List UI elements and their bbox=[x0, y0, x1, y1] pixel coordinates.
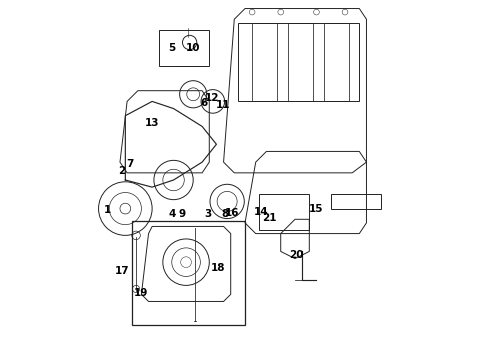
Bar bbox=[323, 23, 348, 102]
Bar bbox=[132, 221, 245, 325]
Text: 14: 14 bbox=[254, 207, 269, 217]
Text: 17: 17 bbox=[115, 266, 129, 276]
Text: 12: 12 bbox=[205, 93, 220, 103]
Text: 11: 11 bbox=[216, 100, 230, 110]
Text: 3: 3 bbox=[204, 209, 211, 219]
Bar bbox=[252, 23, 277, 102]
Text: 5: 5 bbox=[168, 43, 175, 53]
Text: 18: 18 bbox=[211, 262, 225, 273]
Text: 6: 6 bbox=[200, 98, 208, 108]
Bar bbox=[288, 23, 313, 102]
Text: 21: 21 bbox=[262, 212, 276, 222]
Text: 10: 10 bbox=[186, 43, 200, 53]
Text: 7: 7 bbox=[126, 159, 134, 169]
Text: 9: 9 bbox=[179, 209, 186, 219]
Text: 19: 19 bbox=[134, 288, 148, 297]
Text: 1: 1 bbox=[104, 205, 111, 215]
Text: 2: 2 bbox=[118, 166, 125, 176]
Text: 4: 4 bbox=[168, 209, 175, 219]
Text: 13: 13 bbox=[145, 118, 159, 128]
Text: 20: 20 bbox=[290, 250, 304, 260]
Text: 16: 16 bbox=[225, 208, 240, 218]
Text: 15: 15 bbox=[309, 203, 324, 213]
Text: 8: 8 bbox=[222, 209, 229, 219]
